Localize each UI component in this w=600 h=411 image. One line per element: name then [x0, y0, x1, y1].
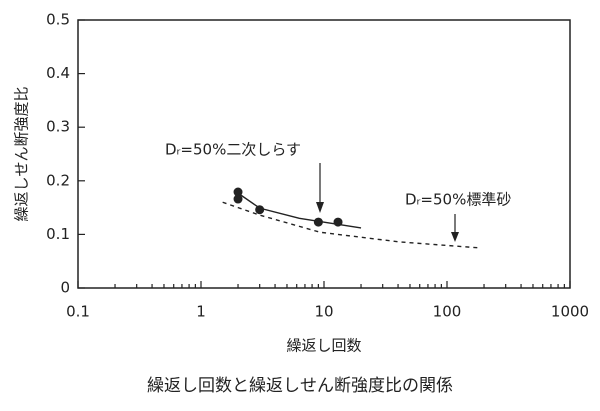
- y-tick-label: 0.1: [46, 225, 70, 243]
- x-tick-label: 0.1: [66, 303, 90, 321]
- y-axis-label: 繰返しせん断強度比: [13, 86, 31, 221]
- y-tick-label: 0: [60, 279, 70, 297]
- x-tick-label: 1000: [551, 303, 589, 321]
- annotation: Dᵣ=50%標準砂: [405, 191, 511, 209]
- x-tick-label: 1: [196, 303, 206, 321]
- data-point: [255, 205, 265, 215]
- data-point: [313, 217, 323, 227]
- y-tick-label: 0.3: [46, 118, 70, 136]
- x-tick-label: 10: [314, 303, 333, 321]
- x-tick-label: 100: [433, 303, 462, 321]
- solid-curve: [237, 192, 362, 229]
- plot-frame: [77, 19, 571, 289]
- annotation: Dᵣ=50%二次しらす: [165, 141, 301, 159]
- dashed-curve: [222, 201, 479, 249]
- caption: 繰返し回数と繰返しせん断強度比の関係: [147, 376, 453, 396]
- x-axis-label: 繰返し回数: [286, 337, 361, 355]
- y-tick-label: 0.4: [46, 64, 70, 82]
- arrow-head: [316, 202, 324, 213]
- y-tick-label: 0.5: [46, 11, 70, 29]
- arrow-head: [451, 232, 459, 242]
- data-point: [233, 194, 243, 204]
- y-tick-label: 0.2: [46, 171, 70, 189]
